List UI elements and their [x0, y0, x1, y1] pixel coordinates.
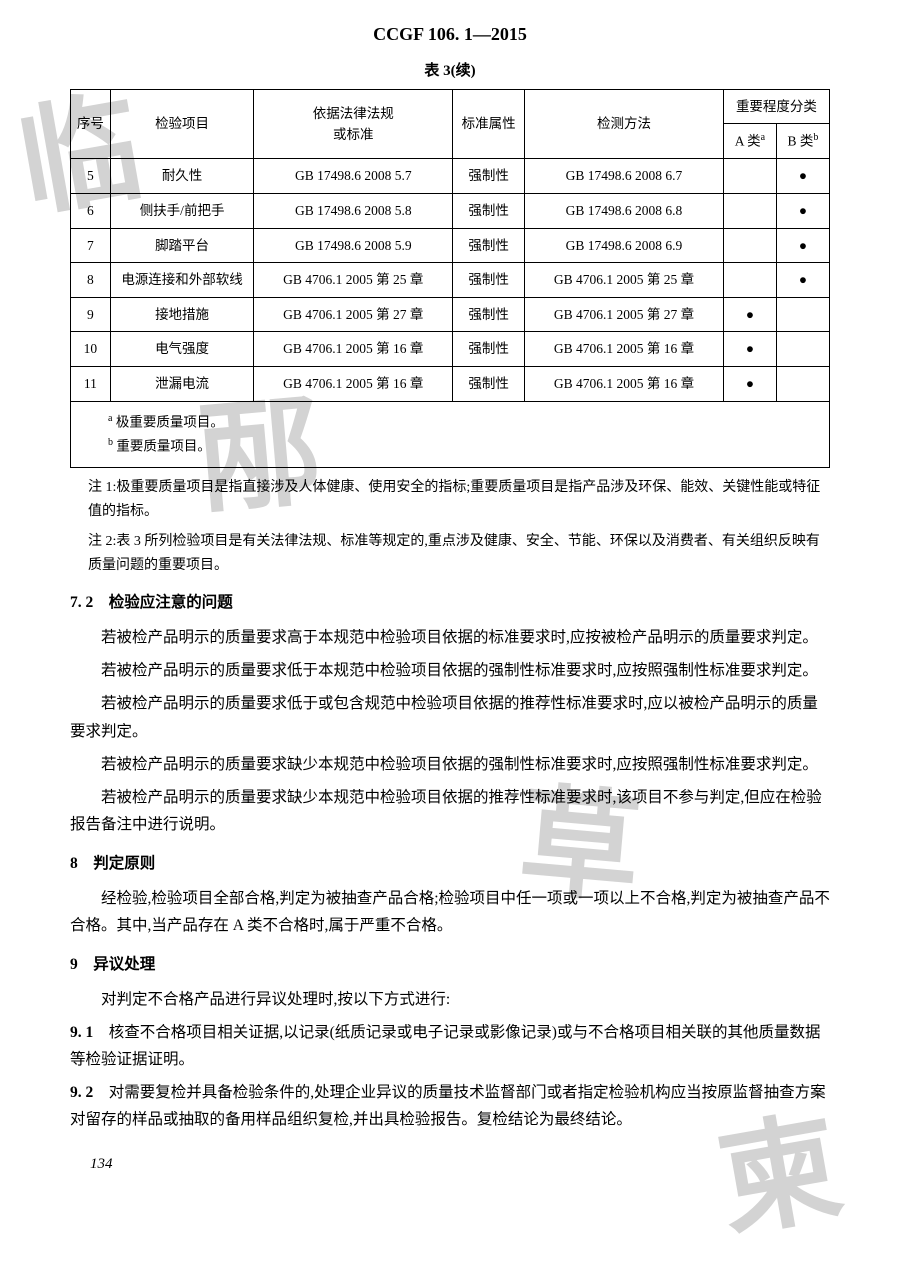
table-row: 9接地措施GB 4706.1 2005 第 27 章强制性GB 4706.1 2… — [71, 297, 830, 332]
para-7-2-1: 若被检产品明示的质量要求高于本规范中检验项目依据的标准要求时,应按被检产品明示的… — [70, 624, 830, 651]
table-cell: ● — [776, 228, 829, 263]
document-header: CCGF 106. 1—2015 — [70, 20, 830, 49]
table-cell: 7 — [71, 228, 111, 263]
para-7-2-2: 若被检产品明示的质量要求低于本规范中检验项目依据的强制性标准要求时,应按照强制性… — [70, 657, 830, 684]
table-cell: 强制性 — [453, 228, 525, 263]
table-cell: 强制性 — [453, 297, 525, 332]
table-cell — [723, 228, 776, 263]
table-cell: GB 4706.1 2005 第 27 章 — [254, 297, 453, 332]
table-cell — [723, 263, 776, 298]
table-cell: GB 4706.1 2005 第 16 章 — [254, 367, 453, 402]
table-cell: GB 17498.6 2008 6.8 — [525, 194, 724, 229]
table-cell: 电源连接和外部软线 — [110, 263, 254, 298]
para-9-intro: 对判定不合格产品进行异议处理时,按以下方式进行: — [70, 986, 830, 1013]
table-cell: GB 4706.1 2005 第 27 章 — [525, 297, 724, 332]
table-cell: 耐久性 — [110, 159, 254, 194]
table-cell: ● — [723, 367, 776, 402]
table-cell: ● — [723, 332, 776, 367]
table-cell: 6 — [71, 194, 111, 229]
para-7-2-5: 若被检产品明示的质量要求缺少本规范中检验项目依据的推荐性标准要求时,该项目不参与… — [70, 784, 830, 838]
table-cell — [776, 332, 829, 367]
para-8-1: 经检验,检验项目全部合格,判定为被抽查产品合格;检验项目中任一项或一项以上不合格… — [70, 885, 830, 939]
table-cell: GB 4706.1 2005 第 16 章 — [254, 332, 453, 367]
table-cell: 侧扶手/前把手 — [110, 194, 254, 229]
table-row: 6侧扶手/前把手GB 17498.6 2008 5.8强制性GB 17498.6… — [71, 194, 830, 229]
inspection-table: 序号 检验项目 依据法律法规 或标准 标准属性 检测方法 重要程度分类 A 类a… — [70, 89, 830, 468]
section-8-heading: 8 判定原则 — [70, 852, 830, 877]
table-cell: ● — [776, 263, 829, 298]
th-basis: 依据法律法规 或标准 — [254, 89, 453, 159]
table-cell: ● — [776, 159, 829, 194]
table-cell: GB 17498.6 2008 5.7 — [254, 159, 453, 194]
th-importance: 重要程度分类 — [723, 89, 829, 124]
note-1: 注 1:极重要质量项目是指直接涉及人体健康、使用安全的指标;重要质量项目是指产品… — [88, 476, 830, 524]
para-9-2: 9. 2 对需要复检并具备检验条件的,处理企业异议的质量技术监督部门或者指定检验… — [70, 1079, 830, 1133]
table-cell — [776, 297, 829, 332]
table-cell: 5 — [71, 159, 111, 194]
table-row: 8电源连接和外部软线GB 4706.1 2005 第 25 章强制性GB 470… — [71, 263, 830, 298]
table-caption: 表 3(续) — [70, 59, 830, 83]
table-cell: GB 17498.6 2008 5.9 — [254, 228, 453, 263]
table-cell — [723, 159, 776, 194]
th-attr: 标准属性 — [453, 89, 525, 159]
table-row: 11泄漏电流GB 4706.1 2005 第 16 章强制性GB 4706.1 … — [71, 367, 830, 402]
table-cell: 8 — [71, 263, 111, 298]
table-cell: 11 — [71, 367, 111, 402]
table-cell: 强制性 — [453, 367, 525, 402]
table-cell: 强制性 — [453, 159, 525, 194]
table-row: 7脚踏平台GB 17498.6 2008 5.9强制性GB 17498.6 20… — [71, 228, 830, 263]
page-number: 134 — [90, 1152, 830, 1176]
table-cell: 9 — [71, 297, 111, 332]
table-footnotes: a 极重要质量项目。 b 重要质量项目。 — [71, 401, 830, 468]
table-cell: 强制性 — [453, 263, 525, 298]
table-cell — [776, 367, 829, 402]
note-2: 注 2:表 3 所列检验项目是有关法律法规、标准等规定的,重点涉及健康、安全、节… — [88, 530, 830, 578]
table-cell: GB 17498.6 2008 6.9 — [525, 228, 724, 263]
table-cell: 脚踏平台 — [110, 228, 254, 263]
para-7-2-4: 若被检产品明示的质量要求缺少本规范中检验项目依据的强制性标准要求时,应按照强制性… — [70, 751, 830, 778]
th-item: 检验项目 — [110, 89, 254, 159]
table-cell: ● — [776, 194, 829, 229]
table-cell: 强制性 — [453, 194, 525, 229]
table-cell: 10 — [71, 332, 111, 367]
table-cell: GB 17498.6 2008 6.7 — [525, 159, 724, 194]
table-row: 5耐久性GB 17498.6 2008 5.7强制性GB 17498.6 200… — [71, 159, 830, 194]
section-9-heading: 9 异议处理 — [70, 953, 830, 978]
para-9-1: 9. 1 核查不合格项目相关证据,以记录(纸质记录或电子记录或影像记录)或与不合… — [70, 1019, 830, 1073]
th-class-b: B 类b — [776, 124, 829, 159]
table-cell: 接地措施 — [110, 297, 254, 332]
table-cell: GB 4706.1 2005 第 16 章 — [525, 332, 724, 367]
th-class-a: A 类a — [723, 124, 776, 159]
para-7-2-3: 若被检产品明示的质量要求低于或包含规范中检验项目依据的推荐性标准要求时,应以被检… — [70, 690, 830, 744]
table-cell: GB 17498.6 2008 5.8 — [254, 194, 453, 229]
table-cell: GB 4706.1 2005 第 16 章 — [525, 367, 724, 402]
table-cell: 强制性 — [453, 332, 525, 367]
table-cell: ● — [723, 297, 776, 332]
table-cell: GB 4706.1 2005 第 25 章 — [254, 263, 453, 298]
table-cell: GB 4706.1 2005 第 25 章 — [525, 263, 724, 298]
table-cell: 泄漏电流 — [110, 367, 254, 402]
table-cell — [723, 194, 776, 229]
table-cell: 电气强度 — [110, 332, 254, 367]
table-row: 10电气强度GB 4706.1 2005 第 16 章强制性GB 4706.1 … — [71, 332, 830, 367]
th-method: 检测方法 — [525, 89, 724, 159]
section-7-2-heading: 7. 2 检验应注意的问题 — [70, 591, 830, 616]
th-seq: 序号 — [71, 89, 111, 159]
